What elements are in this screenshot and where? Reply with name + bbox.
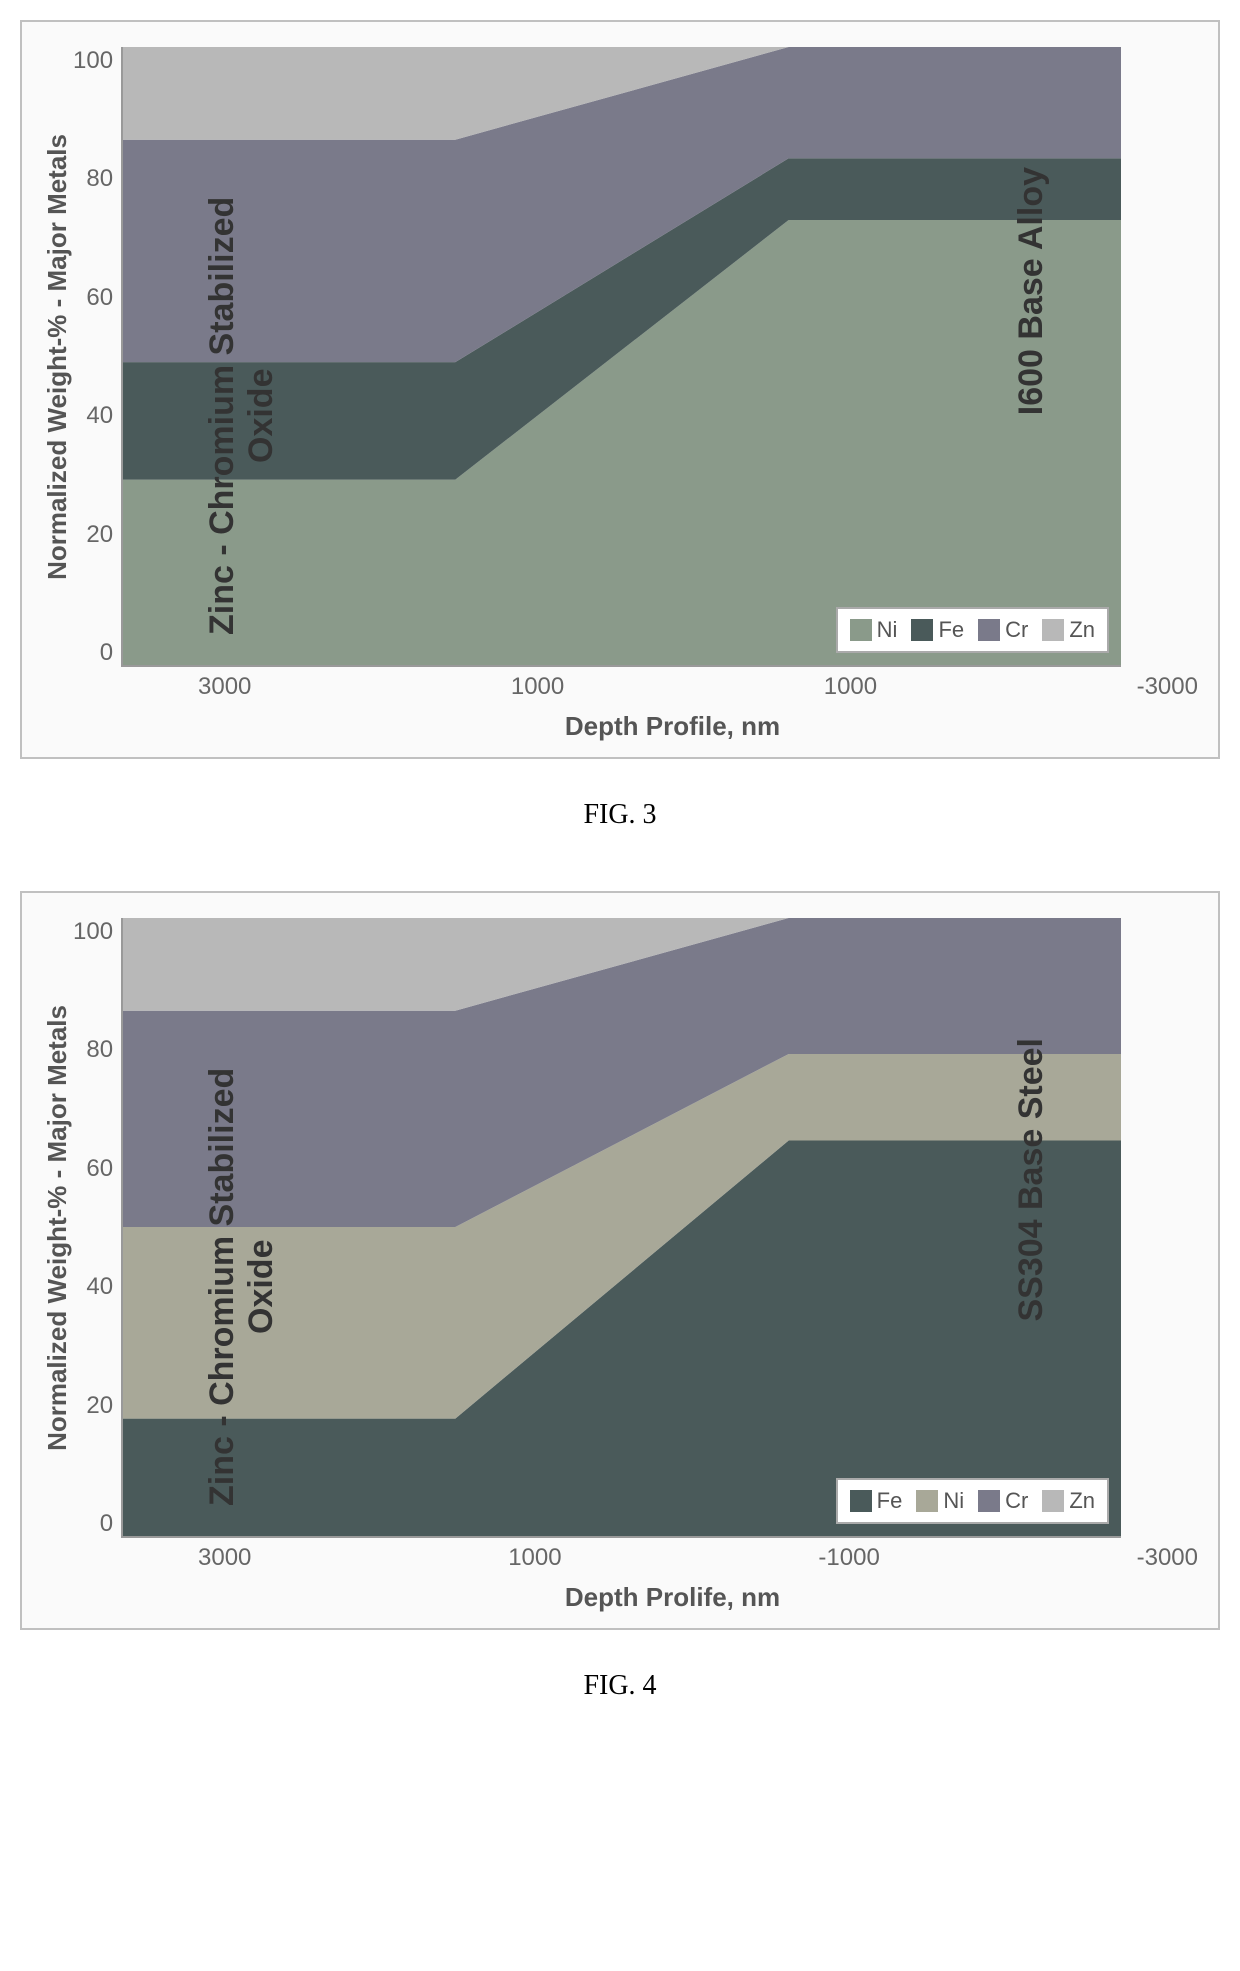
legend-item: Cr xyxy=(978,617,1028,643)
legend-swatch-icon xyxy=(850,1490,872,1512)
legend-swatch-icon xyxy=(911,619,933,641)
region-left-label: Zinc - Chromium Stabilized Oxide xyxy=(203,1038,281,1536)
y-axis-label: Normalized Weight-% - Major Metals xyxy=(32,1005,73,1451)
y-tick: 100 xyxy=(73,47,113,75)
legend-label: Fe xyxy=(938,617,964,643)
x-ticks: 3000 1000 -1000 -3000 xyxy=(198,1538,1198,1572)
x-tick: 1000 xyxy=(511,673,564,701)
legend-swatch-icon xyxy=(1042,619,1064,641)
figure-3-container: Normalized Weight-% - Major Metals 100 8… xyxy=(20,20,1220,759)
legend: Fe Ni Cr Zn xyxy=(836,1478,1109,1524)
region-left-label: Zinc - Chromium Stabilized Oxide xyxy=(203,167,281,665)
x-tick: -3000 xyxy=(1137,1544,1198,1572)
y-axis-label: Normalized Weight-% - Major Metals xyxy=(32,134,73,580)
region-right-label: I600 Base Alloy xyxy=(1012,167,1051,415)
legend-item: Cr xyxy=(978,1488,1028,1514)
legend-swatch-icon xyxy=(1042,1490,1064,1512)
legend-item: Zn xyxy=(1042,1488,1095,1514)
plot-area: Zinc - Chromium Stabilized Oxide I600 Ba… xyxy=(121,47,1121,667)
chart-wrapper: Normalized Weight-% - Major Metals 100 8… xyxy=(32,918,1198,1538)
figure-caption: FIG. 3 xyxy=(20,799,1220,831)
x-axis-label: Depth Prolife, nm xyxy=(147,1582,1198,1613)
y-tick: 0 xyxy=(73,1510,113,1538)
below-plot: 3000 1000 1000 -3000 Depth Profile, nm xyxy=(147,667,1198,742)
legend: Ni Fe Cr Zn xyxy=(836,607,1109,653)
y-tick: 20 xyxy=(73,1392,113,1420)
y-tick: 40 xyxy=(73,402,113,430)
legend-label: Ni xyxy=(943,1488,964,1514)
figure-4-container: Normalized Weight-% - Major Metals 100 8… xyxy=(20,891,1220,1630)
legend-swatch-icon xyxy=(978,619,1000,641)
legend-label: Zn xyxy=(1069,617,1095,643)
x-tick: 3000 xyxy=(198,1544,251,1572)
y-tick: 80 xyxy=(73,1036,113,1064)
y-tick: 80 xyxy=(73,165,113,193)
legend-label: Zn xyxy=(1069,1488,1095,1514)
legend-label: Ni xyxy=(877,617,898,643)
x-axis-label: Depth Profile, nm xyxy=(147,711,1198,742)
region-right-label: SS304 Base Steel xyxy=(1012,1038,1051,1322)
chart-wrapper: Normalized Weight-% - Major Metals 100 8… xyxy=(32,47,1198,667)
y-tick: 60 xyxy=(73,1155,113,1183)
legend-swatch-icon xyxy=(978,1490,1000,1512)
y-tick: 40 xyxy=(73,1273,113,1301)
legend-item: Ni xyxy=(916,1488,964,1514)
x-tick: 1000 xyxy=(824,673,877,701)
legend-swatch-icon xyxy=(850,619,872,641)
legend-swatch-icon xyxy=(916,1490,938,1512)
x-tick: 1000 xyxy=(508,1544,561,1572)
y-ticks: 100 80 60 40 20 0 xyxy=(73,47,121,667)
x-tick: -3000 xyxy=(1137,673,1198,701)
x-tick: 3000 xyxy=(198,673,251,701)
x-ticks: 3000 1000 1000 -3000 xyxy=(198,667,1198,701)
legend-label: Fe xyxy=(877,1488,903,1514)
y-tick: 20 xyxy=(73,521,113,549)
legend-label: Cr xyxy=(1005,1488,1028,1514)
legend-item: Ni xyxy=(850,617,898,643)
plot-area: Zinc - Chromium Stabilized Oxide SS304 B… xyxy=(121,918,1121,1538)
x-tick: -1000 xyxy=(818,1544,879,1572)
y-tick: 100 xyxy=(73,918,113,946)
y-tick: 60 xyxy=(73,284,113,312)
legend-item: Fe xyxy=(911,617,964,643)
y-ticks: 100 80 60 40 20 0 xyxy=(73,918,121,1538)
legend-label: Cr xyxy=(1005,617,1028,643)
y-tick: 0 xyxy=(73,639,113,667)
figure-caption: FIG. 4 xyxy=(20,1670,1220,1702)
legend-item: Zn xyxy=(1042,617,1095,643)
below-plot: 3000 1000 -1000 -3000 Depth Prolife, nm xyxy=(147,1538,1198,1613)
legend-item: Fe xyxy=(850,1488,903,1514)
